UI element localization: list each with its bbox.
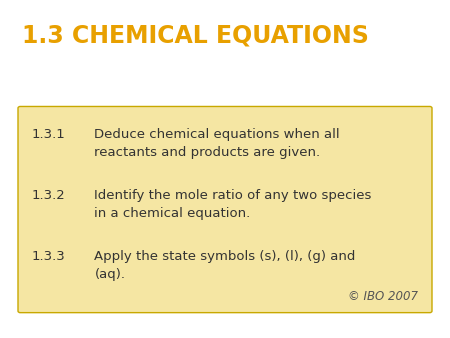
- Text: 1.3.1: 1.3.1: [32, 128, 65, 141]
- Text: Identify the mole ratio of any two species
in a chemical equation.: Identify the mole ratio of any two speci…: [94, 189, 372, 220]
- Text: © IBO 2007: © IBO 2007: [348, 290, 418, 303]
- Text: 1.3.3: 1.3.3: [32, 250, 65, 263]
- Text: 1.3.2: 1.3.2: [32, 189, 65, 202]
- Text: 1.3 CHEMICAL EQUATIONS: 1.3 CHEMICAL EQUATIONS: [22, 24, 369, 48]
- FancyBboxPatch shape: [18, 106, 432, 313]
- Text: Deduce chemical equations when all
reactants and products are given.: Deduce chemical equations when all react…: [94, 128, 340, 160]
- Text: Apply the state symbols (s), (l), (g) and
(aq).: Apply the state symbols (s), (l), (g) an…: [94, 250, 356, 281]
